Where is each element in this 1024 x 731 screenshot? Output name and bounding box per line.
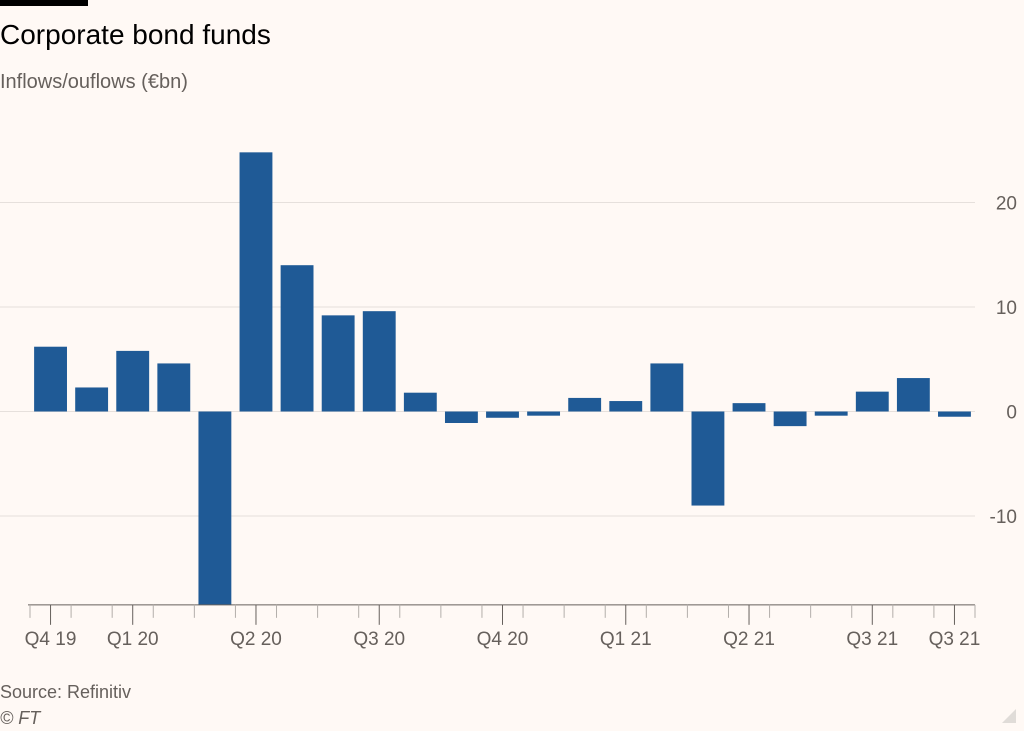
bar [198, 411, 232, 605]
bar [568, 397, 602, 412]
y-tick-label: -10 [990, 507, 1017, 528]
x-tick-label: Q2 20 [230, 629, 282, 650]
bar [116, 350, 150, 412]
bar [938, 411, 971, 417]
bar [896, 378, 930, 412]
chart-subtitle: Inflows/ouflows (€bn) [0, 71, 188, 93]
bar [362, 311, 396, 412]
x-tick-label: Q3 21 [929, 629, 981, 650]
bar [814, 411, 848, 416]
x-tick-label: Q1 20 [107, 629, 159, 650]
bar [157, 363, 191, 412]
bar [239, 152, 273, 412]
x-tick-label: Q1 21 [600, 629, 652, 650]
y-tick-label: 20 [996, 194, 1017, 215]
resize-corner-icon [1002, 709, 1016, 723]
bar [773, 411, 807, 427]
bar [444, 411, 478, 423]
bar [486, 411, 519, 418]
bar [403, 392, 437, 412]
x-tick-label: Q3 21 [846, 629, 898, 650]
y-tick-label: 10 [996, 298, 1017, 319]
y-tick-label: 0 [1006, 403, 1017, 424]
x-tick-label: Q2 21 [723, 629, 775, 650]
bar [321, 315, 355, 412]
x-tick-label: Q4 19 [25, 629, 77, 650]
ft-brand-bar [0, 0, 88, 6]
bar [855, 391, 889, 412]
bar [280, 265, 314, 412]
bar [609, 401, 643, 412]
bar [650, 363, 684, 412]
x-tick-label: Q3 20 [353, 629, 405, 650]
source-note: Source: Refinitiv [0, 682, 132, 702]
bar [75, 387, 109, 412]
bar [691, 411, 725, 506]
x-tick-label: Q4 20 [477, 629, 529, 650]
bar [527, 411, 561, 416]
chart-title: Corporate bond funds [0, 19, 271, 50]
copyright-note: © FT [0, 708, 41, 728]
bar [732, 403, 766, 412]
bar [34, 346, 67, 412]
